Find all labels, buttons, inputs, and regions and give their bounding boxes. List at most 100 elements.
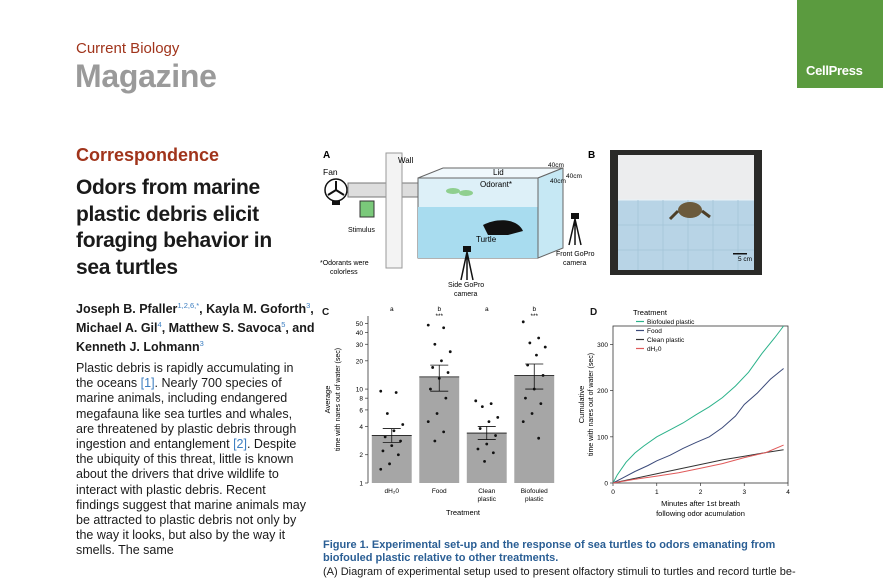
significance-stars: ***: [530, 313, 538, 320]
author-affiliation[interactable]: 1,2,6,*: [177, 301, 200, 310]
y-axis-label: Average: [323, 386, 332, 414]
plot-frame: [612, 325, 789, 484]
author-affiliation[interactable]: 5: [281, 320, 286, 330]
data-point: [524, 396, 527, 400]
cellpress-logo[interactable]: CellPress: [797, 0, 883, 88]
data-point: [396, 453, 400, 457]
data-point: [476, 447, 480, 451]
wall-shape: [385, 152, 403, 269]
significance-letter: b: [437, 306, 441, 313]
data-point: [483, 459, 486, 463]
body-text-run: . Despite the ubiquity of this threat, l…: [76, 437, 306, 558]
significance-stars: ***: [435, 313, 443, 320]
dim-label: 40cm: [550, 178, 566, 185]
data-point: [379, 389, 383, 393]
x-tick-label: Clean: [478, 488, 495, 495]
y-tick-label: 30: [356, 342, 364, 349]
data-point: [440, 359, 443, 363]
side-camera-icon: [460, 246, 474, 281]
legend-entry: Clean plastic: [647, 337, 685, 344]
y-tick-label: 300: [597, 342, 608, 349]
cellpress-logo-text: CellPress: [806, 63, 863, 78]
body-text-run: Plastic debris is rapidly accumulating i…: [76, 361, 294, 391]
data-point: [383, 435, 387, 439]
legend-entry: Food: [647, 328, 662, 335]
front-camera-label: camera: [563, 260, 586, 267]
bar: [371, 435, 412, 483]
panel-d-label: D: [590, 307, 598, 318]
data-point: [379, 467, 383, 471]
legend-title: Treatment: [633, 308, 668, 317]
x-tick-label: Biofouled: [521, 488, 548, 495]
y-tick-label: 2: [359, 452, 363, 459]
data-point: [494, 434, 497, 437]
x-tick-label: 2: [699, 489, 703, 496]
side-camera-label: camera: [454, 291, 477, 298]
author-name[interactable]: Joseph B. Pfaller: [76, 302, 178, 317]
y-tick-label: 100: [597, 434, 608, 441]
legend-entry: Biofouled plastic: [647, 319, 695, 326]
x-axis-label: following odor acumulation: [656, 509, 745, 518]
figure-caption-title: Figure 1. Experimental set-up and the re…: [323, 539, 776, 564]
author-name[interactable]: Kayla M. Goforth: [206, 302, 307, 317]
author-name[interactable]: Michael A. Gil: [76, 321, 158, 336]
data-point: [437, 376, 441, 380]
bar-chart: 1 2 4 6 8 10 20 30 40 50 Average time with nares ou…: [323, 306, 555, 517]
panel-a-label: A: [323, 150, 330, 161]
series-line: [612, 368, 784, 484]
reference-link[interactable]: [1]: [140, 376, 155, 391]
author-affiliation[interactable]: 3: [199, 339, 204, 349]
author-affiliation[interactable]: 4: [157, 320, 162, 330]
turtle-label: Turtle: [476, 235, 497, 244]
author-name[interactable]: Kenneth J. Lohmann: [76, 340, 200, 355]
x-tick-label: plastic: [525, 496, 544, 503]
reference-link[interactable]: [2]: [233, 437, 247, 452]
y-tick-label: 0: [604, 481, 608, 488]
data-point: [426, 323, 430, 327]
data-point: [429, 387, 432, 391]
figure-caption-body: (A) Diagram of experimental setup used t…: [323, 566, 796, 578]
series-line: [612, 444, 784, 484]
data-point: [491, 451, 495, 455]
author-name[interactable]: Matthew S. Savoca: [168, 321, 282, 336]
data-point: [539, 402, 543, 406]
x-tick-label: Food: [432, 488, 447, 495]
tank-shape: [417, 167, 564, 259]
tube-icon: [347, 182, 419, 218]
data-point: [543, 345, 547, 349]
wall-label: Wall: [398, 156, 413, 165]
significance-letter: a: [485, 306, 489, 313]
y-tick-label: 4: [359, 424, 363, 431]
y-axis-label: Cumulative: [578, 386, 586, 424]
fan-icon: [324, 178, 348, 205]
line-chart: 0 100 200 300 0 1 2 3 4 Treatment Biofouled plasti…: [578, 308, 790, 518]
y-tick-label: 8: [359, 396, 363, 403]
data-point: [526, 363, 530, 367]
x-tick-label: dH₂0: [385, 488, 400, 495]
significance-letter: a: [390, 306, 394, 313]
photo-turtle-tank[interactable]: [610, 150, 762, 275]
x-tick-label: 1: [655, 489, 659, 496]
author-affiliation[interactable]: 3: [306, 301, 311, 310]
series-line: [612, 325, 784, 484]
scale-bar-label: 5 cm: [738, 256, 752, 263]
data-point: [487, 420, 491, 424]
data-point: [537, 436, 541, 440]
data-point: [388, 462, 391, 466]
data-point: [401, 423, 405, 426]
y-tick-label: 10: [356, 387, 364, 394]
y-axis-label: time with nares out of water (sec): [335, 348, 342, 451]
data-point: [530, 412, 534, 415]
y-tick-label: 6: [359, 407, 363, 414]
odorant-label: Odorant*: [480, 180, 512, 189]
data-point: [394, 391, 398, 394]
data-point: [489, 402, 493, 406]
stimulus-label: Stimulus: [348, 227, 375, 234]
data-point: [390, 444, 394, 448]
data-point: [433, 439, 437, 443]
data-point: [532, 387, 536, 391]
data-point: [431, 366, 435, 369]
figure-panels-ab: A Fan Stimulus *Odorants were colorless …: [320, 150, 762, 298]
y-tick-label: 200: [597, 388, 608, 395]
x-tick-label: 4: [786, 489, 790, 496]
